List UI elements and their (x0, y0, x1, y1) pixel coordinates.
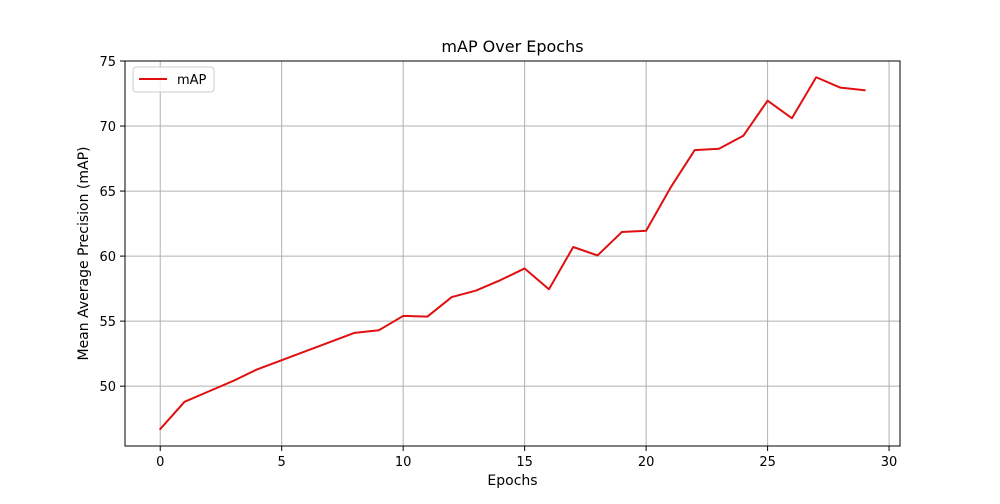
plot-frame (124, 60, 901, 447)
x-tick-label: 25 (759, 455, 776, 470)
x-tick-label: 10 (395, 455, 412, 470)
legend: mAP (132, 66, 215, 93)
y-tick-label: 65 (99, 185, 116, 200)
x-tick-label: 30 (881, 455, 898, 470)
y-tick-label: 70 (99, 120, 116, 135)
chart-title: mAP Over Epochs (441, 37, 583, 56)
x-tick-label: 15 (516, 455, 533, 470)
legend-label: mAP (177, 73, 207, 88)
series-layer (159, 76, 866, 431)
legend-box (132, 66, 215, 93)
grid (125, 60, 900, 446)
x-tick-label: 0 (156, 455, 164, 470)
y-tick-label: 60 (99, 250, 116, 265)
x-tick-label: 5 (278, 455, 286, 470)
x-axis-label: Epochs (487, 473, 537, 489)
ticks: 0 5 10 15 20 25 30 50 55 60 65 70 75 (99, 55, 897, 470)
series-line-map (159, 76, 866, 431)
y-axis-label: Mean Average Precision (mAP) (76, 146, 92, 360)
y-tick-label: 55 (99, 315, 116, 330)
y-tick-label: 75 (99, 55, 116, 70)
x-tick-label: 20 (638, 455, 655, 470)
y-tick-label: 50 (99, 380, 116, 395)
